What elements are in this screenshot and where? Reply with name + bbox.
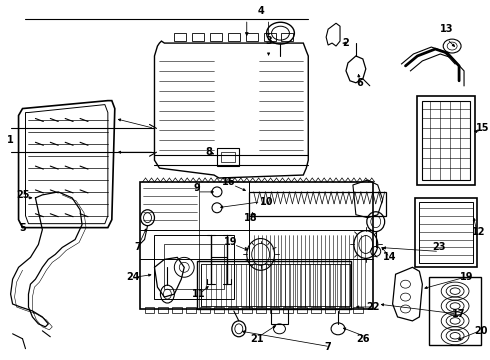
Text: 23: 23 [433,243,446,252]
Bar [270,309,289,324]
Bar [221,152,235,162]
Text: 17: 17 [452,309,466,319]
Bar [256,307,266,313]
Bar [210,33,222,41]
Text: 16: 16 [222,177,236,187]
Text: 1: 1 [7,135,14,145]
Bar [325,307,335,313]
Text: 6: 6 [357,78,363,88]
Text: 14: 14 [383,252,396,262]
Bar [145,307,154,313]
Bar [249,192,386,216]
Bar [214,307,224,313]
Text: 21: 21 [250,334,264,344]
Bar [281,33,294,41]
Text: 26: 26 [356,334,369,344]
Bar [228,33,240,41]
Bar [172,307,182,313]
Bar [270,307,279,313]
Bar [283,307,294,313]
Bar [165,244,224,289]
Bar [417,96,475,185]
Bar [200,307,210,313]
Text: 7: 7 [134,243,141,252]
Bar [339,307,349,313]
Text: 10: 10 [260,197,273,207]
Bar [228,307,238,313]
Bar [197,261,351,309]
Bar [419,202,473,264]
Bar [242,307,252,313]
Bar [201,264,350,306]
Text: 19: 19 [224,237,238,247]
Text: 11: 11 [193,289,206,299]
Text: 13: 13 [441,24,454,34]
Bar [416,198,477,267]
Bar [192,33,204,41]
Bar [297,307,307,313]
Text: 3: 3 [265,36,272,46]
Text: 7: 7 [325,342,332,352]
Bar [140,182,373,309]
Text: 24: 24 [126,272,139,282]
Text: 9: 9 [194,183,200,193]
Bar [353,307,363,313]
Bar [154,235,234,299]
Text: 19: 19 [460,272,474,282]
Text: 5: 5 [19,222,26,233]
Bar [422,101,470,180]
Text: 15: 15 [476,123,490,134]
Text: 25: 25 [16,190,29,200]
Bar [246,33,258,41]
Bar [264,33,275,41]
Bar [311,307,321,313]
Bar [158,307,169,313]
Text: 2: 2 [343,38,349,48]
Bar [429,277,481,345]
Text: 12: 12 [472,226,486,237]
Bar [186,307,196,313]
Text: 22: 22 [366,302,380,312]
Text: 8: 8 [206,147,213,157]
Bar [217,148,239,166]
Text: 18: 18 [244,213,258,223]
Text: 4: 4 [257,6,264,16]
Text: 20: 20 [474,326,488,336]
Bar [174,33,186,41]
